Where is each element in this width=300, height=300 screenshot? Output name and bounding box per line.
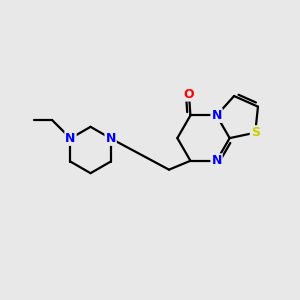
Text: N: N — [212, 109, 222, 122]
Text: N: N — [65, 132, 76, 145]
Text: N: N — [212, 154, 222, 167]
Text: N: N — [105, 132, 116, 145]
Text: S: S — [251, 126, 260, 139]
Text: O: O — [184, 88, 194, 100]
